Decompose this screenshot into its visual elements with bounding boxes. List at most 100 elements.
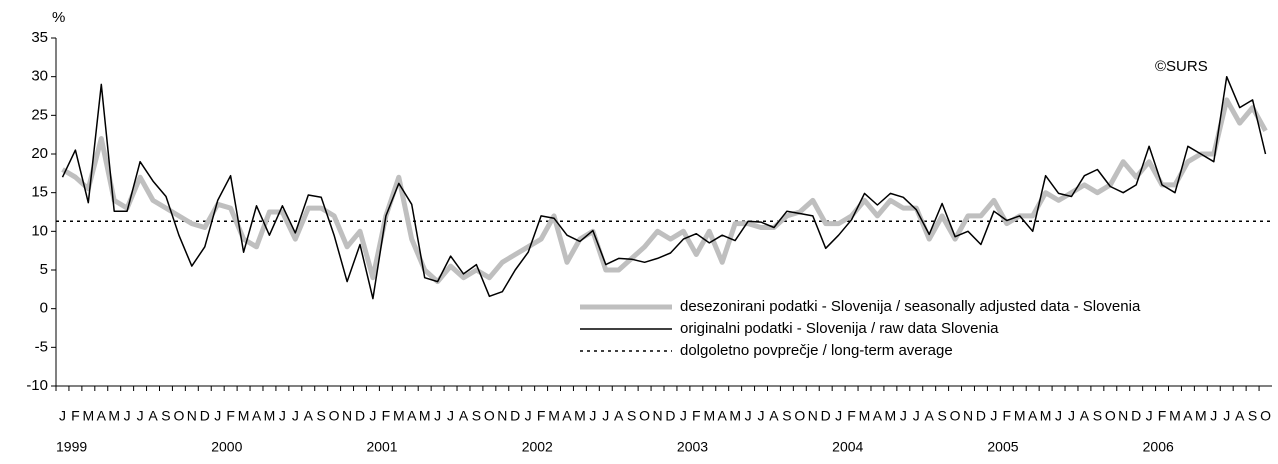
- x-tick-label: J: [59, 408, 66, 424]
- x-tick-label: F: [382, 408, 391, 424]
- legend-label: dolgoletno povprečje / long-term average: [680, 342, 953, 359]
- x-tick-label: A: [459, 408, 469, 424]
- year-label: 2004: [832, 439, 863, 455]
- x-tick-label: S: [937, 408, 946, 424]
- x-tick-label: J: [434, 408, 441, 424]
- x-tick-label: F: [226, 408, 235, 424]
- x-tick-label: N: [1118, 408, 1128, 424]
- x-tick-label: O: [173, 408, 184, 424]
- x-tick-label: J: [1068, 408, 1075, 424]
- x-tick-label: M: [1040, 408, 1052, 424]
- x-tick-label: D: [200, 408, 210, 424]
- x-tick-label: S: [1093, 408, 1102, 424]
- x-tick-label: J: [447, 408, 454, 424]
- x-tick-label: M: [574, 408, 586, 424]
- x-tick-label: M: [729, 408, 741, 424]
- x-tick-label: D: [976, 408, 986, 424]
- x-tick-label: J: [1210, 408, 1217, 424]
- x-tick-label: M: [108, 408, 120, 424]
- x-tick-label: N: [808, 408, 818, 424]
- x-tick-label: O: [1105, 408, 1116, 424]
- x-tick-label: F: [1158, 408, 1167, 424]
- x-tick-label: M: [1014, 408, 1026, 424]
- y-tick-label: 5: [40, 261, 48, 278]
- x-tick-label: D: [1131, 408, 1141, 424]
- x-tick-label: A: [97, 408, 107, 424]
- x-tick-label: F: [847, 408, 856, 424]
- x-tick-label: A: [873, 408, 883, 424]
- x-tick-label: J: [900, 408, 907, 424]
- x-tick-label: S: [317, 408, 326, 424]
- series-line: [61, 75, 1267, 300]
- x-tick-label: J: [279, 408, 286, 424]
- x-tick-label: A: [304, 408, 314, 424]
- x-tick-label: N: [187, 408, 197, 424]
- y-tick-label: 15: [31, 184, 48, 201]
- x-tick-label: A: [562, 408, 572, 424]
- y-tick-label: 30: [31, 68, 48, 85]
- x-tick-label: O: [329, 408, 340, 424]
- x-tick-label: J: [292, 408, 299, 424]
- x-tick-label: D: [510, 408, 520, 424]
- x-tick-label: J: [680, 408, 687, 424]
- x-tick-label: N: [963, 408, 973, 424]
- x-tick-label: A: [1235, 408, 1245, 424]
- x-tick-label: J: [369, 408, 376, 424]
- x-tick-label: S: [472, 408, 481, 424]
- year-label: 1999: [56, 439, 87, 455]
- x-tick-label: J: [835, 408, 842, 424]
- x-tick-label: M: [238, 408, 250, 424]
- x-tick-label: M: [703, 408, 715, 424]
- x-tick-label: M: [1169, 408, 1181, 424]
- x-tick-label: N: [652, 408, 662, 424]
- x-tick-label: A: [1028, 408, 1038, 424]
- x-tick-label: A: [407, 408, 417, 424]
- y-tick-label: 0: [40, 300, 48, 317]
- x-tick-label: N: [342, 408, 352, 424]
- x-tick-label: A: [148, 408, 158, 424]
- x-tick-label: M: [83, 408, 95, 424]
- x-tick-label: S: [1248, 408, 1257, 424]
- x-tick-label: S: [161, 408, 170, 424]
- x-tick-label: A: [718, 408, 728, 424]
- year-label: 2006: [1143, 439, 1174, 455]
- x-tick-label: S: [782, 408, 791, 424]
- x-tick-label: J: [589, 408, 596, 424]
- x-tick-label: F: [71, 408, 80, 424]
- y-tick-label: 20: [31, 145, 48, 162]
- x-tick-label: J: [758, 408, 765, 424]
- series-line: [61, 97, 1268, 285]
- y-tick-label: 25: [31, 106, 48, 123]
- y-tick-label: -10: [26, 377, 48, 394]
- y-tick-label: 35: [31, 29, 48, 46]
- x-tick-label: J: [214, 408, 221, 424]
- x-tick-label: A: [769, 408, 779, 424]
- x-tick-label: M: [885, 408, 897, 424]
- x-tick-label: J: [990, 408, 997, 424]
- x-tick-label: J: [745, 408, 752, 424]
- x-tick-label: J: [1055, 408, 1062, 424]
- x-tick-label: J: [913, 408, 920, 424]
- x-tick-label: J: [1146, 408, 1153, 424]
- x-tick-label: F: [1003, 408, 1012, 424]
- x-tick-label: A: [925, 408, 935, 424]
- x-tick-label: F: [537, 408, 546, 424]
- x-tick-label: M: [264, 408, 276, 424]
- year-label: 2001: [366, 439, 397, 455]
- x-tick-label: J: [124, 408, 131, 424]
- y-tick-label: -5: [35, 338, 48, 355]
- x-tick-label: M: [859, 408, 871, 424]
- annotation: ©SURS: [1155, 58, 1208, 75]
- x-tick-label: J: [602, 408, 609, 424]
- year-label: 2000: [211, 439, 242, 455]
- year-label: 2005: [987, 439, 1018, 455]
- x-tick-label: A: [1183, 408, 1193, 424]
- year-label: 2003: [677, 439, 708, 455]
- x-tick-label: O: [484, 408, 495, 424]
- x-tick-label: F: [692, 408, 701, 424]
- x-tick-label: O: [1260, 408, 1271, 424]
- x-tick-label: J: [1223, 408, 1230, 424]
- x-tick-label: A: [1080, 408, 1090, 424]
